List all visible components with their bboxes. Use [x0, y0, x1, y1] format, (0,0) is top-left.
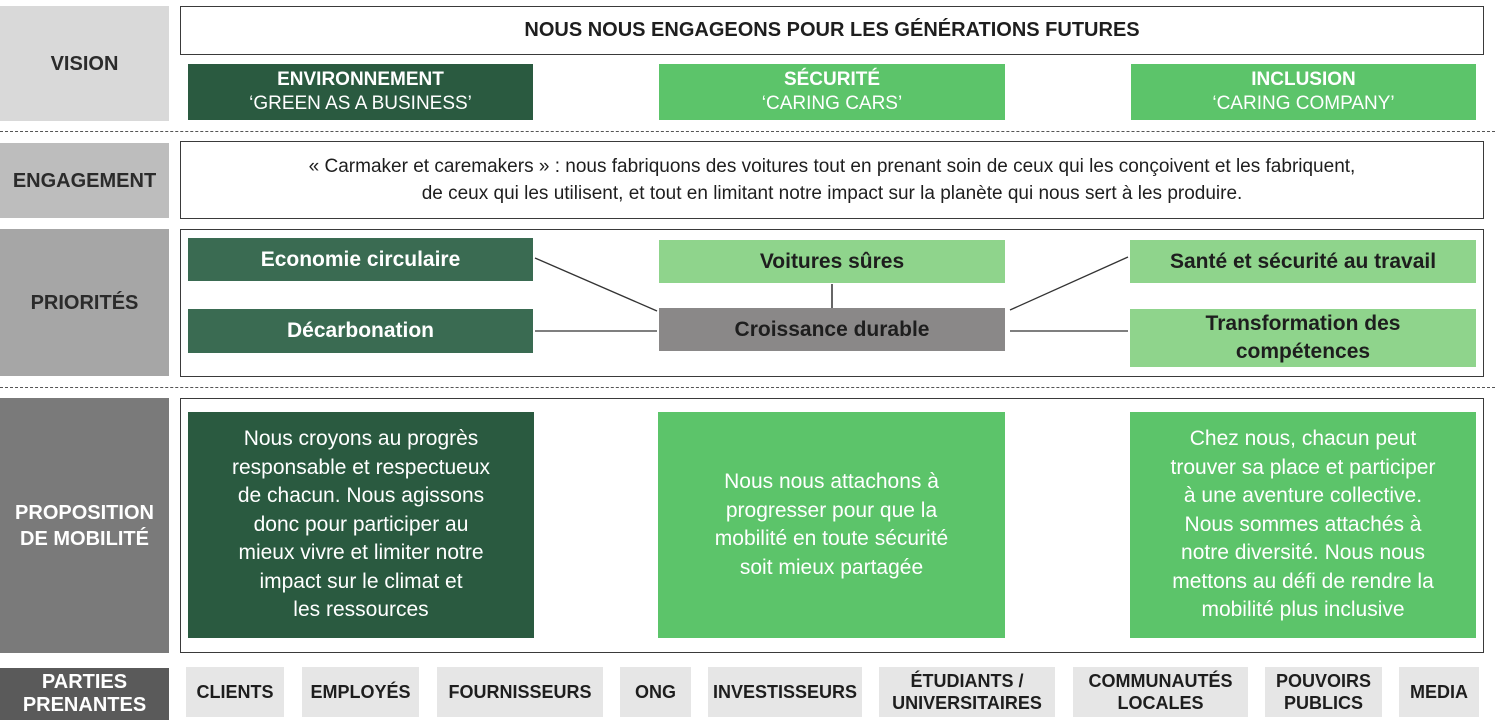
stakeholder-suppliers: FOURNISSEURS [437, 667, 603, 717]
priority-safe-cars: Voitures sûres [659, 240, 1005, 283]
pillar-environment: ENVIRONNEMENT ‘GREEN AS A BUSINESS’ [188, 64, 533, 120]
stakeholder-local-communities: COMMUNAUTÉS LOCALES [1073, 667, 1248, 717]
vision-headline: NOUS NOUS ENGAGEONS POUR LES GÉNÉRATIONS… [524, 19, 1140, 41]
pillar-inclusion: INCLUSION ‘CARING COMPANY’ [1131, 64, 1476, 120]
stakeholder-employees: EMPLOYÉS [302, 667, 419, 717]
connector-health [1009, 256, 1129, 311]
pillar-subtitle: ‘GREEN AS A BUSINESS’ [249, 93, 472, 114]
stakeholder-media: MEDIA [1399, 667, 1479, 717]
pillar-safety: SÉCURITÉ ‘CARING CARS’ [659, 64, 1005, 120]
stakeholder-investors: INVESTISSEURS [708, 667, 862, 717]
engagement-line-1: « Carmaker et caremakers » : nous fabriq… [308, 156, 1356, 177]
proposition-inclusion: Chez nous, chacun peut trouver sa place … [1130, 412, 1476, 638]
row-label-priorities: PRIORITÉS [0, 229, 169, 376]
priority-health-safety: Santé et sécurité au travail [1130, 240, 1476, 283]
pillar-subtitle: ‘CARING CARS’ [761, 93, 903, 114]
separator-middle [0, 387, 1495, 388]
row-label-engagement: ENGAGEMENT [0, 143, 169, 218]
priority-decarbonation: Décarbonation [188, 309, 533, 353]
row-label-proposition: PROPOSITION DE MOBILITÉ [0, 398, 169, 653]
stakeholder-clients: CLIENTS [186, 667, 284, 717]
proposition-environment: Nous croyons au progrès responsable et r… [188, 412, 534, 638]
priority-sustainable-growth: Croissance durable [659, 308, 1005, 351]
connector-circular [534, 257, 658, 312]
pillar-title: SÉCURITÉ [783, 69, 881, 90]
stakeholder-ngo: ONG [620, 667, 691, 717]
row-label-vision: VISION [0, 6, 169, 121]
stakeholder-public-authorities: POUVOIRS PUBLICS [1265, 667, 1382, 717]
pillar-title: ENVIRONNEMENT [277, 69, 444, 90]
pillar-subtitle: ‘CARING COMPANY’ [1212, 93, 1395, 114]
separator-top [0, 131, 1495, 132]
proposition-safety: Nous nous attachons à progresser pour qu… [658, 412, 1005, 638]
priority-circular-economy: Economie circulaire [188, 238, 533, 281]
row-label-stakeholders: PARTIES PRENANTES [0, 668, 169, 720]
stakeholder-students: ÉTUDIANTS / UNIVERSITAIRES [879, 667, 1055, 717]
engagement-line-2: de ceux qui les utilisent, et tout en li… [421, 183, 1243, 204]
pillar-title: INCLUSION [1251, 69, 1356, 90]
engagement-box: « Carmaker et caremakers » : nous fabriq… [180, 141, 1484, 219]
priority-skills-transformation: Transformation des compétences [1130, 309, 1476, 367]
vision-headline-box: NOUS NOUS ENGAGEONS POUR LES GÉNÉRATIONS… [180, 6, 1484, 55]
